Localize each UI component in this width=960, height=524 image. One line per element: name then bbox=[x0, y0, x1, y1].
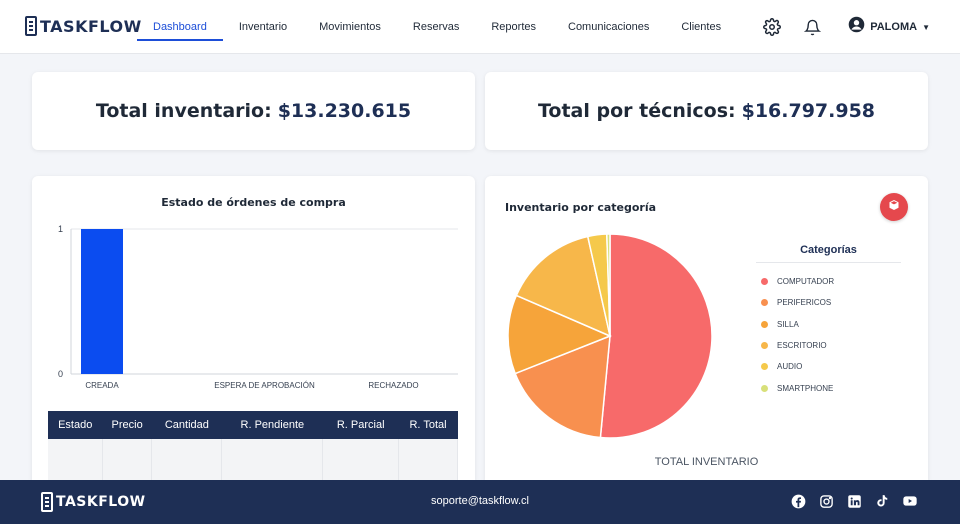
legend-dot bbox=[761, 320, 768, 328]
inventory-pie-chart bbox=[507, 233, 713, 439]
gear-icon[interactable] bbox=[762, 17, 782, 37]
orders-table-header-row: Estado Precio Cantidad R. Pendiente R. P… bbox=[48, 411, 458, 439]
legend-item[interactable]: PERIFERICOS bbox=[761, 298, 831, 307]
pie-slice bbox=[606, 233, 611, 337]
table-cell bbox=[322, 439, 400, 486]
brand-name: TASKFLOW bbox=[40, 16, 142, 36]
total-technicians-card: Total por técnicos: $16.797.958 bbox=[485, 72, 928, 150]
export-button[interactable] bbox=[880, 193, 908, 221]
table-cell bbox=[48, 439, 103, 486]
col-cantidad[interactable]: Cantidad bbox=[151, 411, 222, 439]
brand-logo[interactable]: TASKFLOW bbox=[25, 16, 142, 36]
legend-item[interactable]: SMARTPHONE bbox=[761, 384, 833, 393]
box-icon bbox=[888, 198, 900, 216]
chevron-down-icon: ▼ bbox=[922, 22, 930, 32]
legend-label: COMPUTADOR bbox=[777, 277, 835, 286]
nav-reservas[interactable]: Reservas bbox=[412, 21, 460, 33]
legend-label: ESCRITORIO bbox=[777, 340, 827, 350]
nav-comunicaciones[interactable]: Comunicaciones bbox=[568, 21, 650, 33]
orders-table: Estado Precio Cantidad R. Pendiente R. P… bbox=[48, 411, 458, 486]
top-navbar: TASKFLOW Dashboard Inventario Movimiento… bbox=[0, 0, 960, 54]
x-tick-label: ESPERA DE APROBACIÓN bbox=[214, 381, 315, 390]
legend-dot bbox=[761, 341, 768, 349]
y-tick-label: 1 bbox=[58, 224, 63, 234]
y-tick-label: 0 bbox=[58, 369, 63, 379]
col-precio[interactable]: Precio bbox=[102, 411, 152, 439]
support-email[interactable]: soporte@taskflow.cl bbox=[431, 495, 529, 507]
user-menu[interactable]: PALOMA ▼ bbox=[848, 16, 930, 38]
bell-icon[interactable] bbox=[802, 17, 822, 37]
tiktok-icon[interactable] bbox=[874, 493, 890, 509]
nav-actions: PALOMA ▼ bbox=[762, 0, 930, 54]
social-links bbox=[790, 493, 918, 509]
col-r-pendiente[interactable]: R. Pendiente bbox=[221, 411, 323, 439]
col-r-parcial[interactable]: R. Parcial bbox=[322, 411, 399, 439]
total-inventory-label: Total inventario: bbox=[95, 100, 272, 122]
legend-label: AUDIO bbox=[777, 362, 803, 372]
legend-item[interactable]: AUDIO bbox=[761, 362, 802, 371]
table-row bbox=[48, 439, 458, 486]
bar bbox=[81, 229, 123, 374]
legend-label: SILLA bbox=[777, 319, 799, 329]
legend-dot bbox=[761, 299, 768, 307]
legend-item[interactable]: COMPUTADOR bbox=[761, 277, 834, 286]
logo-icon bbox=[25, 16, 37, 36]
nav-clientes[interactable]: Clientes bbox=[681, 21, 722, 33]
table-cell bbox=[102, 439, 153, 486]
total-technicians-label: Total por técnicos: bbox=[537, 100, 736, 122]
pie-slice bbox=[599, 233, 713, 439]
footer-logo[interactable]: TASKFLOW bbox=[41, 492, 146, 512]
legend-dot bbox=[761, 384, 768, 392]
pie-slice bbox=[514, 334, 611, 439]
legend-title: Categorías bbox=[756, 244, 901, 263]
instagram-icon[interactable] bbox=[818, 493, 834, 509]
orders-chart-title: Estado de órdenes de compra bbox=[161, 196, 346, 209]
legend-item[interactable]: SILLA bbox=[761, 320, 799, 329]
legend-dot bbox=[761, 278, 768, 285]
table-cell bbox=[221, 439, 324, 486]
user-circle-icon bbox=[848, 16, 865, 38]
pie-slice bbox=[507, 294, 612, 375]
legend-item[interactable]: ESCRITORIO bbox=[761, 341, 827, 350]
inventory-chart-title: Inventario por categoría bbox=[505, 201, 657, 214]
total-inventory-card: Total inventario: $13.230.615 bbox=[32, 72, 475, 150]
col-estado[interactable]: Estado bbox=[48, 411, 103, 439]
nav-inventario[interactable]: Inventario bbox=[238, 21, 288, 33]
x-tick-label: RECHAZADO bbox=[368, 381, 418, 390]
x-tick-label: CREADA bbox=[85, 381, 119, 390]
col-r-total[interactable]: R. Total bbox=[398, 411, 458, 439]
youtube-icon[interactable] bbox=[902, 493, 918, 509]
total-technicians-value: $16.797.958 bbox=[741, 100, 876, 122]
main-nav: Dashboard Inventario Movimientos Reserva… bbox=[137, 0, 737, 54]
legend-label: PERIFERICOS bbox=[777, 298, 832, 308]
footer-brand-name: TASKFLOW bbox=[56, 494, 146, 510]
footer: TASKFLOW soporte@taskflow.cl bbox=[0, 480, 960, 524]
nav-dashboard[interactable]: Dashboard bbox=[137, 0, 223, 54]
linkedin-icon[interactable] bbox=[846, 493, 862, 509]
nav-reportes[interactable]: Reportes bbox=[491, 21, 536, 33]
facebook-icon[interactable] bbox=[790, 493, 806, 509]
orders-card: Estado de órdenes de compra 0 1 CREADA ESPE… bbox=[32, 176, 475, 486]
table-cell bbox=[398, 439, 458, 486]
table-cell bbox=[151, 439, 223, 486]
inventory-card: Inventario por categoría Categorías COMP… bbox=[485, 176, 928, 486]
pie-slice bbox=[515, 235, 612, 338]
logo-icon bbox=[41, 492, 53, 512]
orders-bar-chart: 0 1 CREADA ESPERA DE APROBACIÓN RECHAZADO bbox=[58, 224, 458, 390]
nav-movimientos[interactable]: Movimientos bbox=[319, 21, 381, 33]
legend-dot bbox=[761, 363, 768, 371]
user-name: PALOMA bbox=[870, 21, 918, 33]
inventory-caption: TOTAL INVENTARIO bbox=[654, 456, 759, 468]
total-inventory-value: $13.230.615 bbox=[277, 100, 412, 122]
legend-label: SMARTPHONE bbox=[777, 383, 834, 393]
